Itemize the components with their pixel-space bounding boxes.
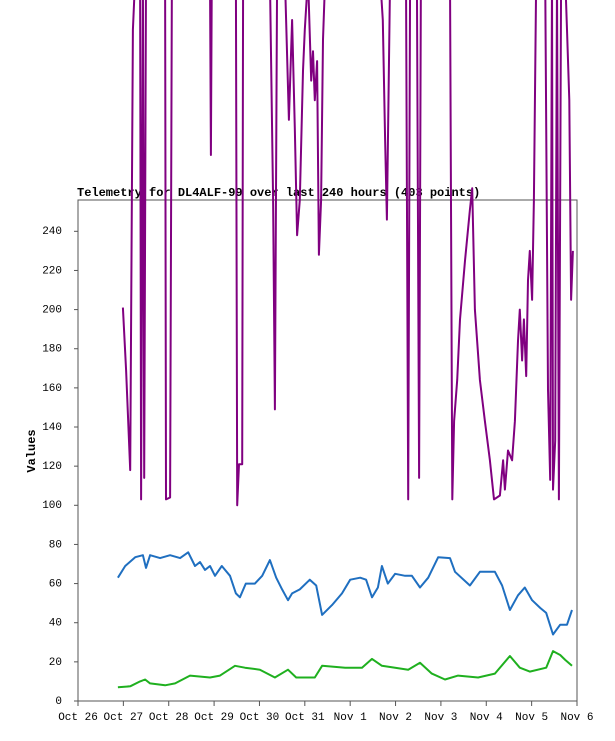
data-line bbox=[121, 0, 574, 507]
y-tick-label: 20 bbox=[49, 657, 62, 669]
y-tick-label: 100 bbox=[42, 500, 62, 512]
y-tick-label: 140 bbox=[42, 422, 62, 434]
x-tick-label: Oct 27 bbox=[104, 712, 144, 724]
y-tick-label: 80 bbox=[49, 539, 62, 551]
data-line bbox=[117, 650, 573, 689]
y-tick-label: 200 bbox=[42, 305, 62, 317]
x-tick-label: Nov 1 bbox=[334, 712, 367, 724]
x-tick-label: Nov 5 bbox=[515, 712, 548, 724]
y-axis-label: Values bbox=[25, 429, 39, 472]
x-tick-label: Nov 3 bbox=[424, 712, 457, 724]
plot-frame bbox=[77, 199, 578, 702]
y-tick-label: 0 bbox=[55, 696, 62, 708]
y-tick-label: 120 bbox=[42, 461, 62, 473]
chart-title: Telemetry for DL4ALF-99 over last 240 ho… bbox=[77, 186, 480, 200]
data-line bbox=[117, 551, 573, 636]
x-tick-label: Nov 4 bbox=[470, 712, 503, 724]
x-tick-label: Oct 31 bbox=[285, 712, 325, 724]
x-tick-label: Oct 30 bbox=[240, 712, 280, 724]
y-tick-label: 240 bbox=[42, 226, 62, 238]
y-tick-label: 160 bbox=[42, 383, 62, 395]
x-tick-label: Nov 2 bbox=[379, 712, 412, 724]
x-tick-label: Oct 26 bbox=[58, 712, 98, 724]
y-tick-label: 40 bbox=[49, 618, 62, 630]
y-tick-label: 220 bbox=[42, 265, 62, 277]
y-tick-label: 180 bbox=[42, 344, 62, 356]
x-tick-label: Oct 29 bbox=[194, 712, 234, 724]
x-tick-label: Nov 6 bbox=[560, 712, 593, 724]
y-tick-label: 60 bbox=[49, 578, 62, 590]
x-tick-label: Oct 28 bbox=[149, 712, 189, 724]
